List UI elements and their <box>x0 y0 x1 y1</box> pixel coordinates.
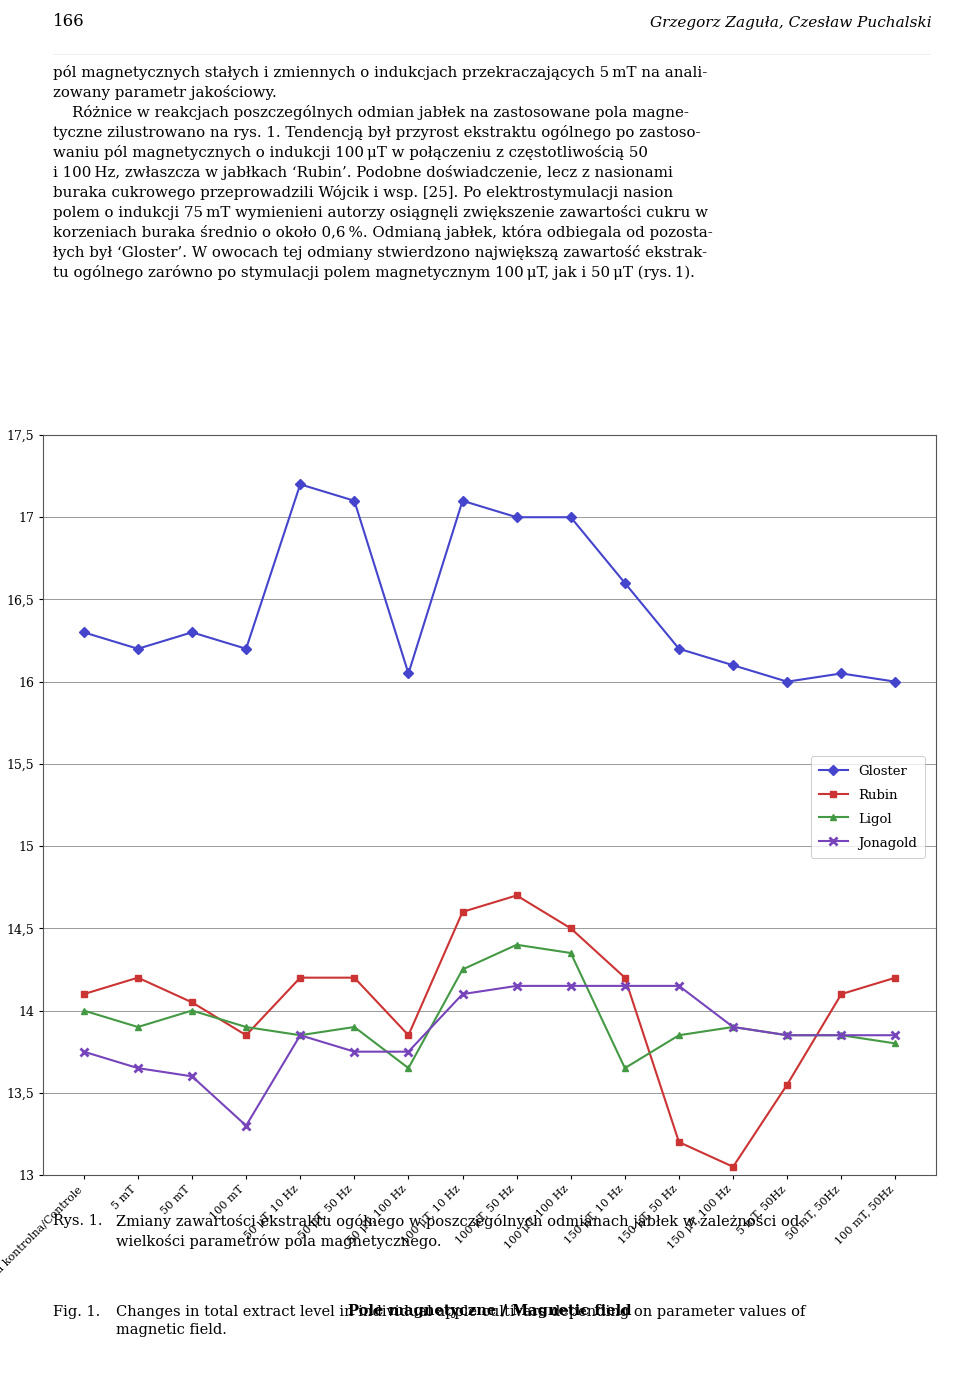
Rubin <box>402 1027 414 1043</box>
Jonagold <box>511 978 522 995</box>
Rubin <box>78 986 89 1003</box>
Gloster <box>673 641 684 657</box>
Gloster <box>890 673 901 690</box>
Ligol <box>295 1027 306 1043</box>
Rubin <box>240 1027 252 1043</box>
Gloster <box>728 657 739 674</box>
Jonagold <box>457 986 468 1003</box>
Text: Rys. 1.: Rys. 1. <box>53 1215 103 1229</box>
Ligol <box>565 944 577 961</box>
Jonagold <box>673 978 684 995</box>
Gloster <box>132 641 144 657</box>
Ligol <box>619 1060 631 1077</box>
Rubin <box>835 986 847 1003</box>
Gloster <box>835 664 847 681</box>
Gloster <box>186 624 198 641</box>
X-axis label: Pole magnetyczne / Magnetic field: Pole magnetyczne / Magnetic field <box>348 1304 632 1318</box>
Rubin <box>565 919 577 936</box>
Jonagold <box>890 1027 901 1043</box>
Jonagold <box>402 1043 414 1060</box>
Line: Ligol: Ligol <box>81 942 899 1071</box>
Rubin <box>457 904 468 921</box>
Text: 166: 166 <box>53 14 84 31</box>
Ligol <box>890 1035 901 1052</box>
Jonagold <box>186 1068 198 1085</box>
Rubin <box>890 970 901 986</box>
Ligol <box>835 1027 847 1043</box>
Line: Gloster: Gloster <box>81 481 899 685</box>
Rubin <box>673 1134 684 1151</box>
Jonagold <box>240 1117 252 1134</box>
Rubin <box>511 887 522 904</box>
Ligol <box>186 1002 198 1018</box>
Jonagold <box>781 1027 793 1043</box>
Jonagold <box>78 1043 89 1060</box>
Rubin <box>728 1159 739 1176</box>
Rubin <box>619 970 631 986</box>
Jonagold <box>619 978 631 995</box>
Ligol <box>402 1060 414 1077</box>
Ligol <box>511 936 522 953</box>
Line: Jonagold: Jonagold <box>80 982 900 1130</box>
Gloster <box>402 664 414 681</box>
Ligol <box>240 1018 252 1035</box>
Gloster <box>295 476 306 493</box>
Jonagold <box>348 1043 360 1060</box>
Jonagold <box>132 1060 144 1077</box>
Ligol <box>132 1018 144 1035</box>
Rubin <box>295 970 306 986</box>
Text: Zmiany zawartości ekstraktu ogólnego w poszczególnych odmianach jabłek w zależno: Zmiany zawartości ekstraktu ogólnego w p… <box>116 1215 800 1250</box>
Text: pól magnetycznych stałych i zmiennych o indukcjach przekraczających 5 mT na anal: pól magnetycznych stałych i zmiennych o … <box>53 65 712 280</box>
Jonagold <box>835 1027 847 1043</box>
Line: Rubin: Rubin <box>81 892 899 1170</box>
Ligol <box>457 961 468 978</box>
Jonagold <box>295 1027 306 1043</box>
Gloster <box>511 508 522 525</box>
Ligol <box>78 1002 89 1018</box>
Ligol <box>728 1018 739 1035</box>
Gloster <box>619 575 631 592</box>
Ligol <box>781 1027 793 1043</box>
Text: Fig. 1.: Fig. 1. <box>53 1305 100 1319</box>
Text: Changes in total extract level in individual apple cultivars depending on parame: Changes in total extract level in indivi… <box>116 1305 805 1337</box>
Rubin <box>781 1077 793 1094</box>
Ligol <box>673 1027 684 1043</box>
Text: Grzegorz Zaguła, Czesław Puchalski: Grzegorz Zaguła, Czesław Puchalski <box>650 17 931 31</box>
Gloster <box>781 673 793 690</box>
Rubin <box>186 995 198 1011</box>
Legend: Gloster, Rubin, Ligol, Jonagold: Gloster, Rubin, Ligol, Jonagold <box>810 756 924 858</box>
Gloster <box>457 492 468 508</box>
Gloster <box>240 641 252 657</box>
Jonagold <box>565 978 577 995</box>
Gloster <box>565 508 577 525</box>
Rubin <box>132 970 144 986</box>
Ligol <box>348 1018 360 1035</box>
Gloster <box>348 492 360 508</box>
Gloster <box>78 624 89 641</box>
Rubin <box>348 970 360 986</box>
Jonagold <box>728 1018 739 1035</box>
